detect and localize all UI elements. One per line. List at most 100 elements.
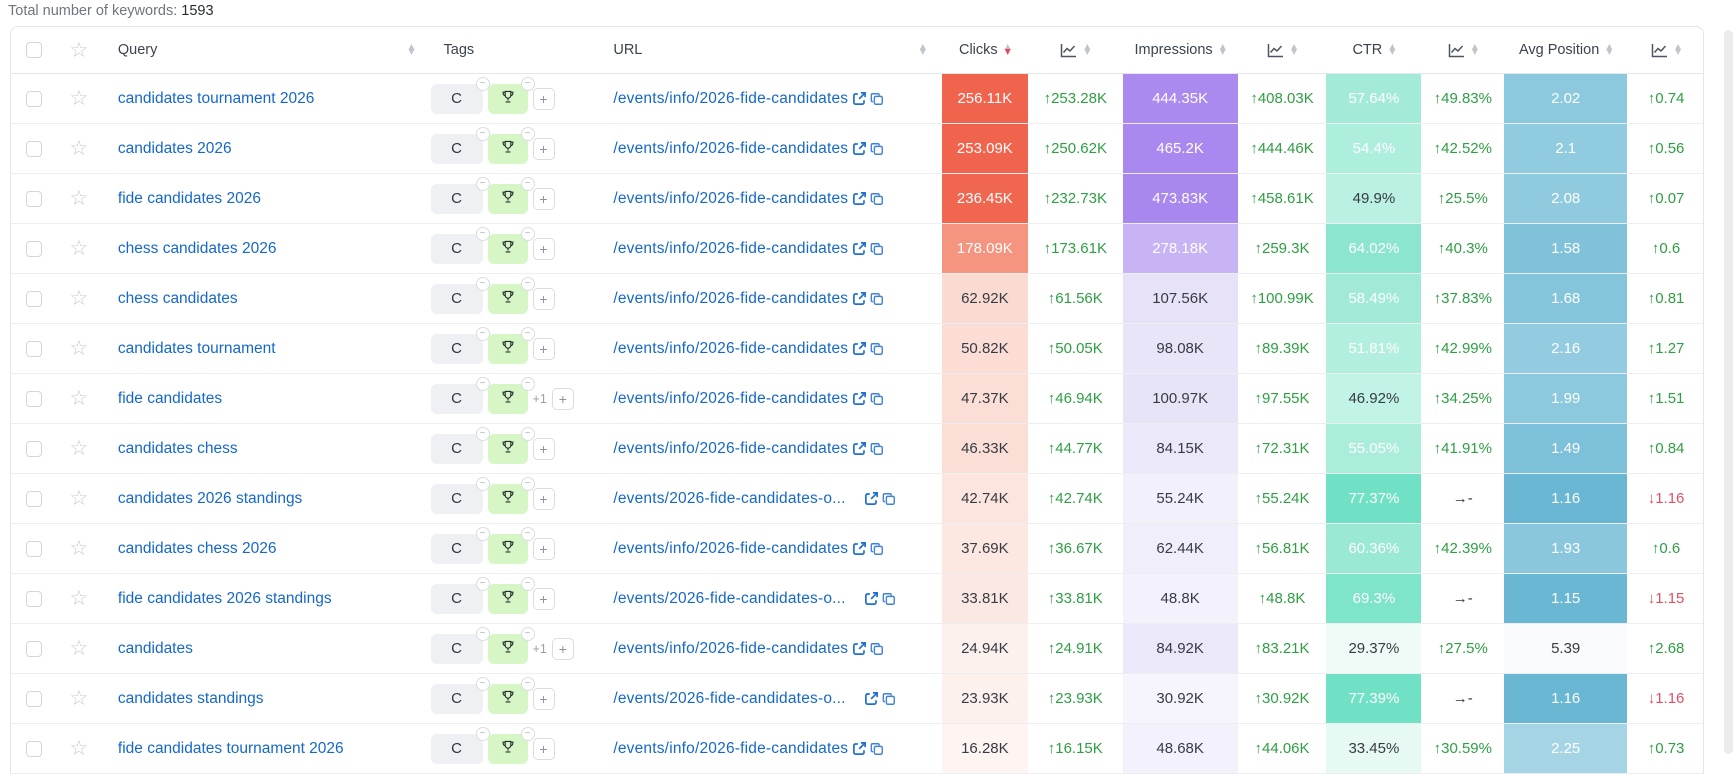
query-link[interactable]: candidates standings xyxy=(117,689,264,707)
extra-tags-count[interactable]: +1 xyxy=(532,391,547,406)
copy-icon[interactable] xyxy=(882,592,896,606)
query-link[interactable]: candidates chess xyxy=(117,439,238,457)
query-link[interactable]: candidates 2026 standings xyxy=(117,489,303,507)
remove-tag-icon[interactable]: − xyxy=(520,426,535,441)
add-tag-button[interactable]: + xyxy=(532,237,555,260)
sort-carets-icon[interactable]: ▲ ▼ xyxy=(1471,42,1478,56)
copy-icon[interactable] xyxy=(870,242,884,256)
star-icon[interactable]: ☆ xyxy=(69,636,89,660)
tag-c[interactable]: − C xyxy=(430,526,490,564)
url-link[interactable]: /events/2026-fide-candidates-o... xyxy=(613,589,846,607)
tag-trophy[interactable]: − xyxy=(487,226,535,264)
copy-icon[interactable] xyxy=(870,542,884,556)
url-link[interactable]: /events/info/2026-fide-candidates xyxy=(613,639,849,657)
add-tag-button[interactable]: + xyxy=(532,137,555,160)
tag-trophy[interactable]: − xyxy=(487,276,535,314)
remove-tag-icon[interactable]: − xyxy=(520,476,535,491)
select-all-checkbox[interactable] xyxy=(25,42,42,58)
copy-icon[interactable] xyxy=(882,492,896,506)
row-checkbox[interactable] xyxy=(25,290,42,307)
remove-tag-icon[interactable]: − xyxy=(475,126,490,141)
column-header-ctr[interactable]: CTR xyxy=(1352,42,1383,58)
copy-icon[interactable] xyxy=(870,742,884,756)
sort-carets-icon[interactable]: ▲ ▼ xyxy=(1290,42,1298,56)
star-icon[interactable]: ☆ xyxy=(69,736,89,760)
external-link-icon[interactable] xyxy=(852,241,867,256)
tag-c[interactable]: − C xyxy=(430,726,490,764)
copy-icon[interactable] xyxy=(870,292,884,306)
row-checkbox[interactable] xyxy=(25,240,42,257)
add-tag-button[interactable]: + xyxy=(532,587,555,610)
url-link[interactable]: /events/info/2026-fide-candidates xyxy=(613,139,849,157)
row-checkbox[interactable] xyxy=(25,740,42,757)
star-icon[interactable]: ☆ xyxy=(69,286,89,310)
tag-c[interactable]: − C xyxy=(430,276,490,314)
external-link-icon[interactable] xyxy=(852,191,867,206)
external-link-icon[interactable] xyxy=(852,91,867,106)
trend-chart-icon[interactable] xyxy=(1060,43,1077,58)
column-header-clicks[interactable]: Clicks xyxy=(958,42,998,58)
tag-c[interactable]: − C xyxy=(430,676,490,714)
row-checkbox[interactable] xyxy=(25,440,42,457)
query-link[interactable]: fide candidates 2026 standings xyxy=(117,589,332,607)
remove-tag-icon[interactable]: − xyxy=(475,426,490,441)
add-tag-button[interactable]: + xyxy=(532,87,555,110)
external-link-icon[interactable] xyxy=(852,341,867,356)
remove-tag-icon[interactable]: − xyxy=(520,276,535,291)
query-link[interactable]: fide candidates tournament 2026 xyxy=(117,739,344,757)
remove-tag-icon[interactable]: − xyxy=(475,76,490,91)
row-checkbox[interactable] xyxy=(25,190,42,207)
remove-tag-icon[interactable]: − xyxy=(520,76,535,91)
sort-carets-icon[interactable]: ▲ ▼ xyxy=(919,42,926,56)
tag-c[interactable]: − C xyxy=(430,126,490,164)
url-link[interactable]: /events/2026-fide-candidates-o... xyxy=(613,489,846,507)
url-link[interactable]: /events/info/2026-fide-candidates xyxy=(613,89,849,107)
copy-icon[interactable] xyxy=(870,342,884,356)
add-tag-button[interactable]: + xyxy=(551,637,574,660)
remove-tag-icon[interactable]: − xyxy=(475,626,490,641)
sort-carets-icon[interactable]: ▲ ▼ xyxy=(1004,42,1011,56)
query-link[interactable]: candidates tournament xyxy=(117,339,276,357)
tag-c[interactable]: − C xyxy=(430,576,490,614)
query-link[interactable]: candidates chess 2026 xyxy=(117,539,277,557)
column-header-avg-position[interactable]: Avg Position xyxy=(1518,42,1600,58)
remove-tag-icon[interactable]: − xyxy=(475,226,490,241)
query-link[interactable]: fide candidates xyxy=(117,389,223,407)
add-tag-button[interactable]: + xyxy=(532,437,555,460)
column-header-url[interactable]: URL xyxy=(613,42,643,58)
row-checkbox[interactable] xyxy=(25,540,42,557)
add-tag-button[interactable]: + xyxy=(532,687,555,710)
url-link[interactable]: /events/info/2026-fide-candidates xyxy=(613,239,849,257)
trend-chart-icon[interactable] xyxy=(1651,43,1668,58)
add-tag-button[interactable]: + xyxy=(532,287,555,310)
row-checkbox[interactable] xyxy=(25,640,42,657)
tag-c[interactable]: − C xyxy=(430,176,490,214)
query-link[interactable]: candidates xyxy=(117,639,193,657)
add-tag-button[interactable]: + xyxy=(532,737,555,760)
external-link-icon[interactable] xyxy=(864,591,879,606)
tag-trophy[interactable]: − xyxy=(487,376,535,414)
copy-icon[interactable] xyxy=(870,142,884,156)
star-icon[interactable]: ☆ xyxy=(69,236,89,260)
tag-trophy[interactable]: − xyxy=(487,476,535,514)
star-icon[interactable]: ☆ xyxy=(69,436,89,460)
remove-tag-icon[interactable]: − xyxy=(520,576,535,591)
copy-icon[interactable] xyxy=(882,692,896,706)
tag-trophy[interactable]: − xyxy=(487,176,535,214)
sort-carets-icon[interactable]: ▲ ▼ xyxy=(1606,42,1613,56)
tag-trophy[interactable]: − xyxy=(487,426,535,464)
remove-tag-icon[interactable]: − xyxy=(520,526,535,541)
star-icon[interactable]: ☆ xyxy=(69,386,89,410)
remove-tag-icon[interactable]: − xyxy=(520,726,535,741)
tag-c[interactable]: − C xyxy=(430,326,490,364)
copy-icon[interactable] xyxy=(870,442,884,456)
sort-carets-icon[interactable]: ▲ ▼ xyxy=(1219,42,1226,56)
row-checkbox[interactable] xyxy=(25,490,42,507)
vertical-scrollbar[interactable] xyxy=(1724,30,1733,754)
sort-carets-icon[interactable]: ▲ ▼ xyxy=(1674,42,1682,56)
url-link[interactable]: /events/info/2026-fide-candidates xyxy=(613,289,849,307)
column-header-query[interactable]: Query xyxy=(117,42,158,58)
copy-icon[interactable] xyxy=(870,392,884,406)
query-link[interactable]: chess candidates xyxy=(117,289,238,307)
star-icon[interactable]: ☆ xyxy=(69,686,89,710)
